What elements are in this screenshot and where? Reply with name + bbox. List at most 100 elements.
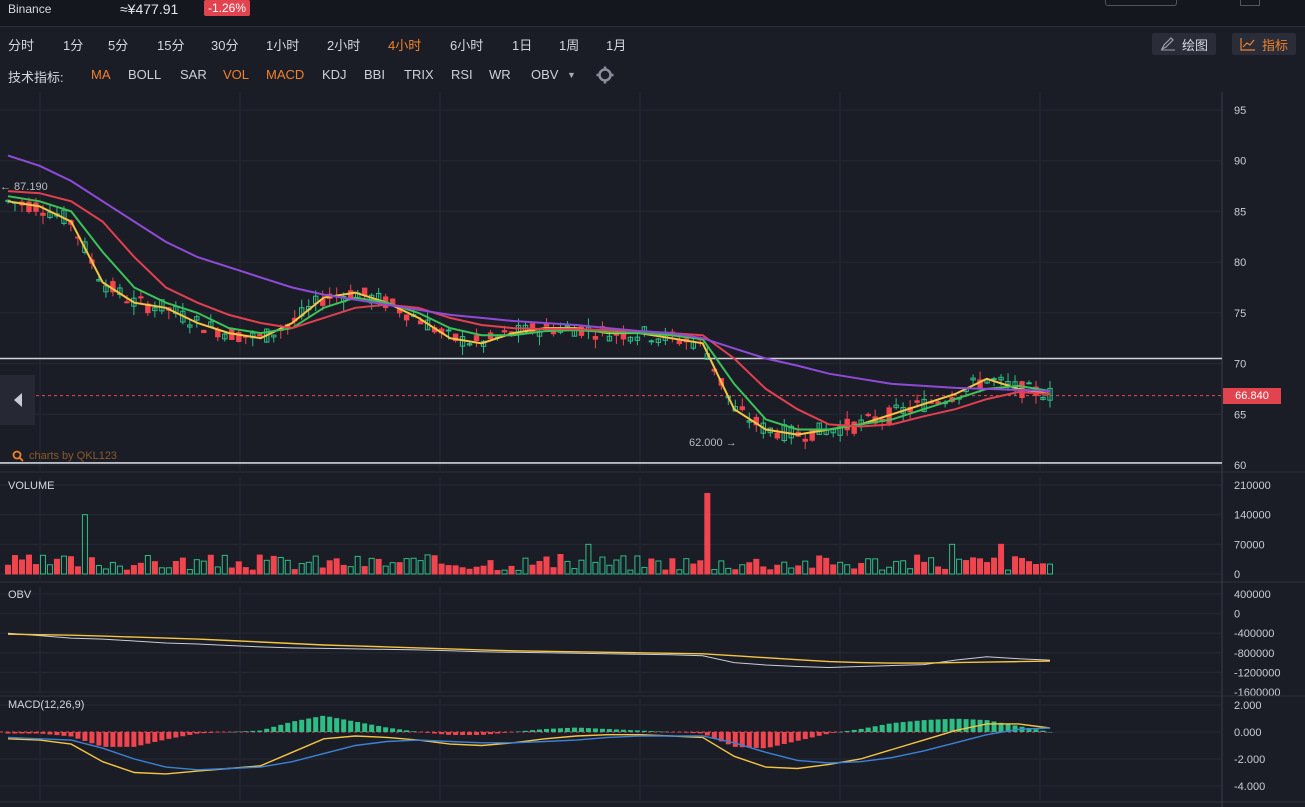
- y-tick-label: 60: [1234, 460, 1246, 472]
- period-fen-shi[interactable]: 分时: [8, 38, 35, 53]
- volume-bar: [984, 562, 991, 575]
- macd-histogram-bar: [467, 732, 473, 735]
- macd-histogram-bar: [837, 731, 843, 733]
- ma-line: [7, 154, 1051, 392]
- period-1h[interactable]: 1小时: [266, 38, 300, 53]
- ma-line: [7, 190, 1051, 428]
- macd-histogram-bar: [446, 732, 452, 735]
- y-tick-label: 0: [1234, 569, 1240, 581]
- macd-histogram-bar: [257, 730, 263, 732]
- volume-bar: [200, 560, 207, 575]
- macd-histogram-bar: [795, 732, 801, 741]
- volume-bar: [662, 569, 669, 575]
- volume-bar: [473, 566, 480, 575]
- volume-bar: [179, 557, 186, 575]
- y-tick-label: 80: [1234, 257, 1246, 269]
- macd-histogram-bar: [662, 731, 668, 733]
- indicator-bbi[interactable]: BBI: [364, 67, 385, 82]
- period-2h[interactable]: 2小时: [327, 38, 361, 53]
- volume-bar: [907, 568, 914, 575]
- period-6h[interactable]: 6小时: [450, 38, 484, 53]
- macd-histogram-bar: [152, 732, 158, 743]
- macd-histogram-bar: [872, 726, 878, 732]
- y-tick-label: 70000: [1234, 539, 1265, 551]
- candle-body: [592, 336, 599, 340]
- volume-bar: [977, 558, 984, 575]
- volume-bar: [816, 555, 823, 575]
- indicator-ma[interactable]: MA: [91, 67, 111, 82]
- gear-icon[interactable]: [596, 66, 614, 84]
- macd-histogram-bar: [404, 730, 410, 732]
- volume-bar: [389, 562, 396, 575]
- indicator-vol[interactable]: VOL: [223, 67, 250, 82]
- macd-histogram-bar: [418, 732, 424, 733]
- candle-body: [445, 329, 452, 332]
- volume-bar: [774, 564, 781, 575]
- volume-bar: [95, 565, 102, 575]
- indicator-boll[interactable]: BOLL: [128, 67, 162, 82]
- period-30m[interactable]: 30分: [211, 38, 239, 53]
- volume-bar: [921, 561, 928, 575]
- volume-bar: [648, 558, 655, 575]
- obv-line: [7, 633, 1051, 664]
- volume-bar: [298, 563, 305, 575]
- indicator-kdj[interactable]: KDJ: [322, 67, 347, 82]
- volume-bar: [935, 566, 942, 575]
- volume-bar: [67, 556, 74, 575]
- candle-body: [802, 438, 808, 442]
- volume-bar: [32, 564, 39, 575]
- macd-histogram-bar: [229, 731, 235, 733]
- macd-histogram-bar: [82, 732, 88, 741]
- volume-bar: [158, 567, 165, 575]
- volume-bar: [333, 558, 340, 575]
- period-1w[interactable]: 1周: [559, 38, 580, 53]
- macd-histogram-bar: [704, 732, 710, 736]
- y-tick-label: 75: [1234, 308, 1246, 320]
- volume-bar: [312, 555, 319, 575]
- indicator-sar[interactable]: SAR: [180, 67, 207, 82]
- ma-line: [7, 200, 1051, 436]
- indicator-macd[interactable]: MACD: [266, 67, 305, 82]
- volume-bar: [585, 543, 592, 575]
- indicator-button[interactable]: 指标: [1232, 33, 1297, 55]
- indicator-obv[interactable]: OBV: [531, 67, 559, 82]
- indicator-trix[interactable]: TRIX: [404, 67, 434, 82]
- macd-histogram-bar: [634, 730, 640, 732]
- volume-bar: [46, 564, 53, 575]
- macd-histogram-bar: [222, 732, 228, 733]
- volume-bar: [1005, 569, 1012, 575]
- volume-bar: [949, 543, 956, 575]
- macd-histogram-bar: [271, 726, 277, 732]
- volume-bar: [424, 554, 431, 575]
- period-1m[interactable]: 1分: [63, 38, 84, 53]
- macd-histogram-bar: [809, 732, 815, 738]
- draw-button[interactable]: 绘图: [1152, 33, 1217, 55]
- period-1mo[interactable]: 1月: [606, 38, 627, 53]
- macd-histogram-bar: [739, 732, 745, 748]
- indicator-rsi[interactable]: RSI: [451, 67, 473, 82]
- macd-histogram-bar: [879, 724, 885, 732]
- volume-bar: [172, 560, 179, 575]
- indicator-wr[interactable]: WR: [489, 67, 511, 82]
- period-1d[interactable]: 1日: [512, 38, 533, 53]
- candle-body: [627, 336, 634, 342]
- macd-histogram-bar: [970, 719, 976, 732]
- macd-histogram-bar: [683, 732, 689, 733]
- scroll-left-button[interactable]: [0, 375, 35, 425]
- period-15m[interactable]: 15分: [157, 38, 185, 53]
- pencil-icon: [1160, 37, 1175, 51]
- macd-histogram-bar: [411, 731, 417, 732]
- macd-histogram-bar: [900, 722, 906, 732]
- volume-bar: [347, 566, 354, 575]
- chevron-down-icon[interactable]: ▼: [567, 70, 576, 80]
- top-right-control[interactable]: [1105, 0, 1177, 6]
- volume-bar: [739, 564, 746, 575]
- top-right-icon[interactable]: [1240, 0, 1260, 6]
- period-5m[interactable]: 5分: [108, 38, 129, 53]
- volume-bar: [151, 561, 158, 575]
- period-4h[interactable]: 4小时: [388, 38, 422, 53]
- volume-bar: [466, 568, 473, 575]
- macd-histogram-bar: [117, 732, 123, 747]
- volume-bar: [732, 569, 739, 575]
